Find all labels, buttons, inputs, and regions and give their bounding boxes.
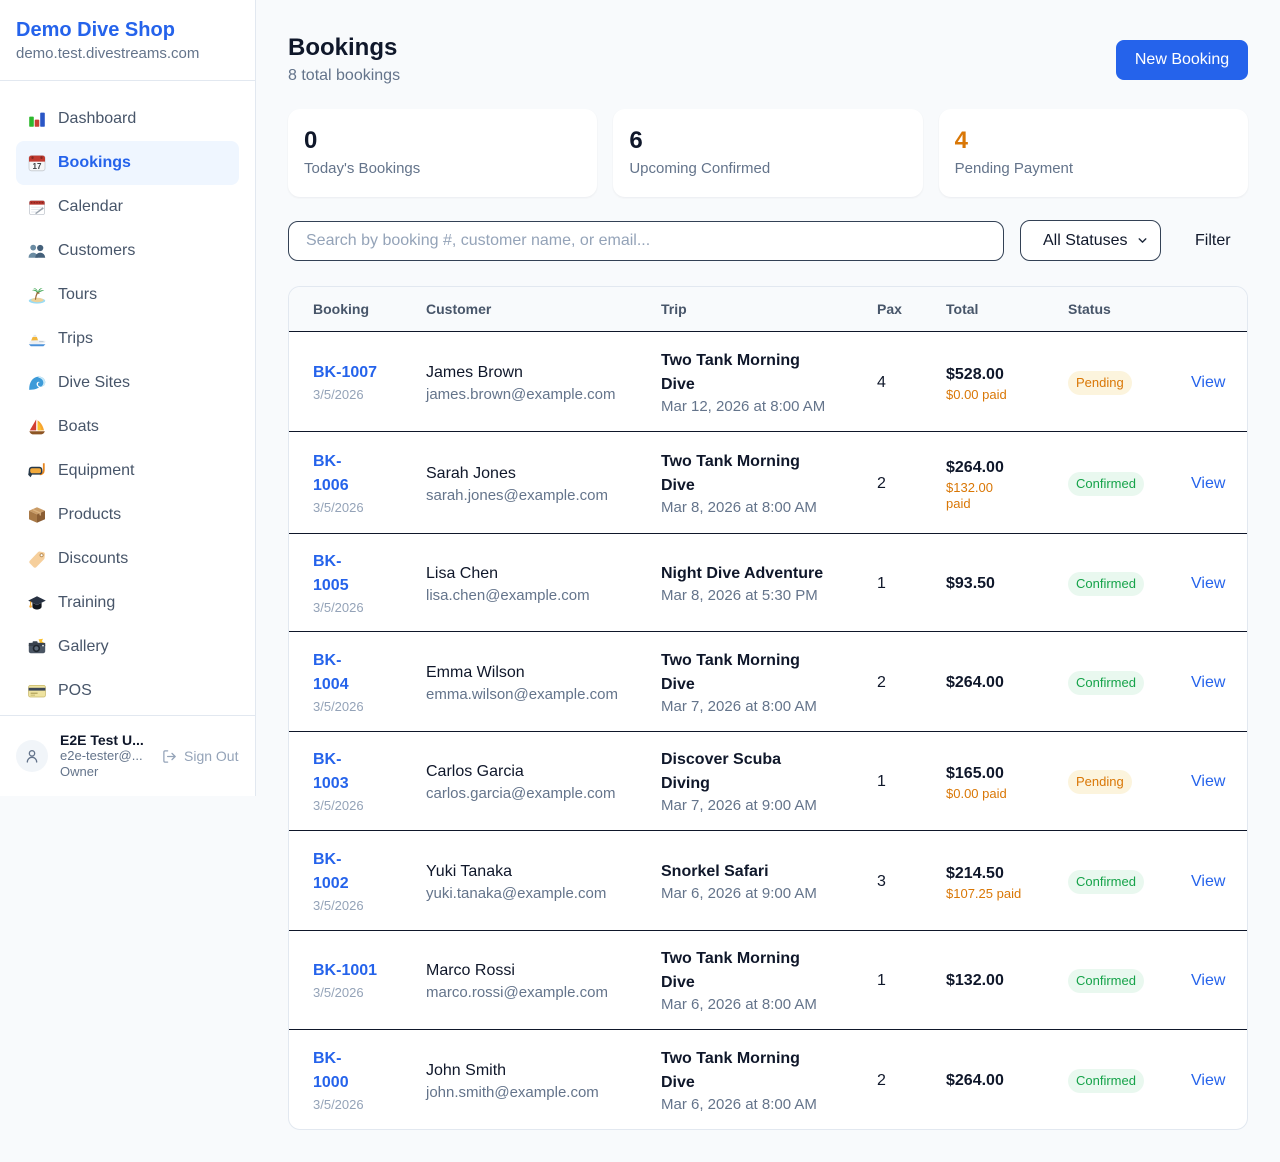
- svg-text:17: 17: [33, 162, 42, 171]
